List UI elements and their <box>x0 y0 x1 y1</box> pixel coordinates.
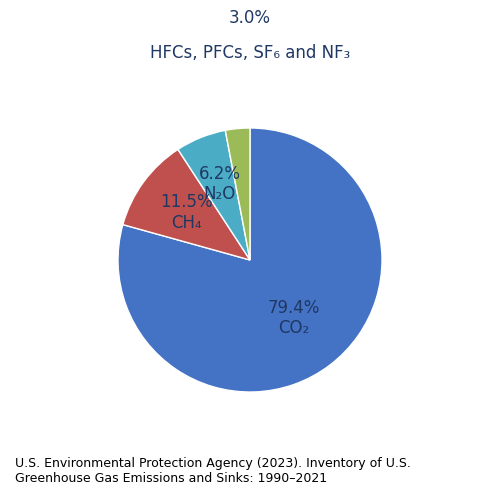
Text: HFCs, PFCs, SF₆ and NF₃: HFCs, PFCs, SF₆ and NF₃ <box>150 44 350 62</box>
Text: 6.2%
N₂O: 6.2% N₂O <box>199 164 241 203</box>
Wedge shape <box>226 128 250 260</box>
Wedge shape <box>118 128 382 392</box>
Text: 3.0%: 3.0% <box>229 10 271 28</box>
Wedge shape <box>123 150 250 260</box>
Text: U.S. Environmental Protection Agency (2023). Inventory of U.S.
Greenhouse Gas Em: U.S. Environmental Protection Agency (20… <box>15 457 411 485</box>
Text: 79.4%
CO₂: 79.4% CO₂ <box>268 298 320 338</box>
Wedge shape <box>178 130 250 260</box>
Text: 11.5%
CH₄: 11.5% CH₄ <box>160 194 212 232</box>
